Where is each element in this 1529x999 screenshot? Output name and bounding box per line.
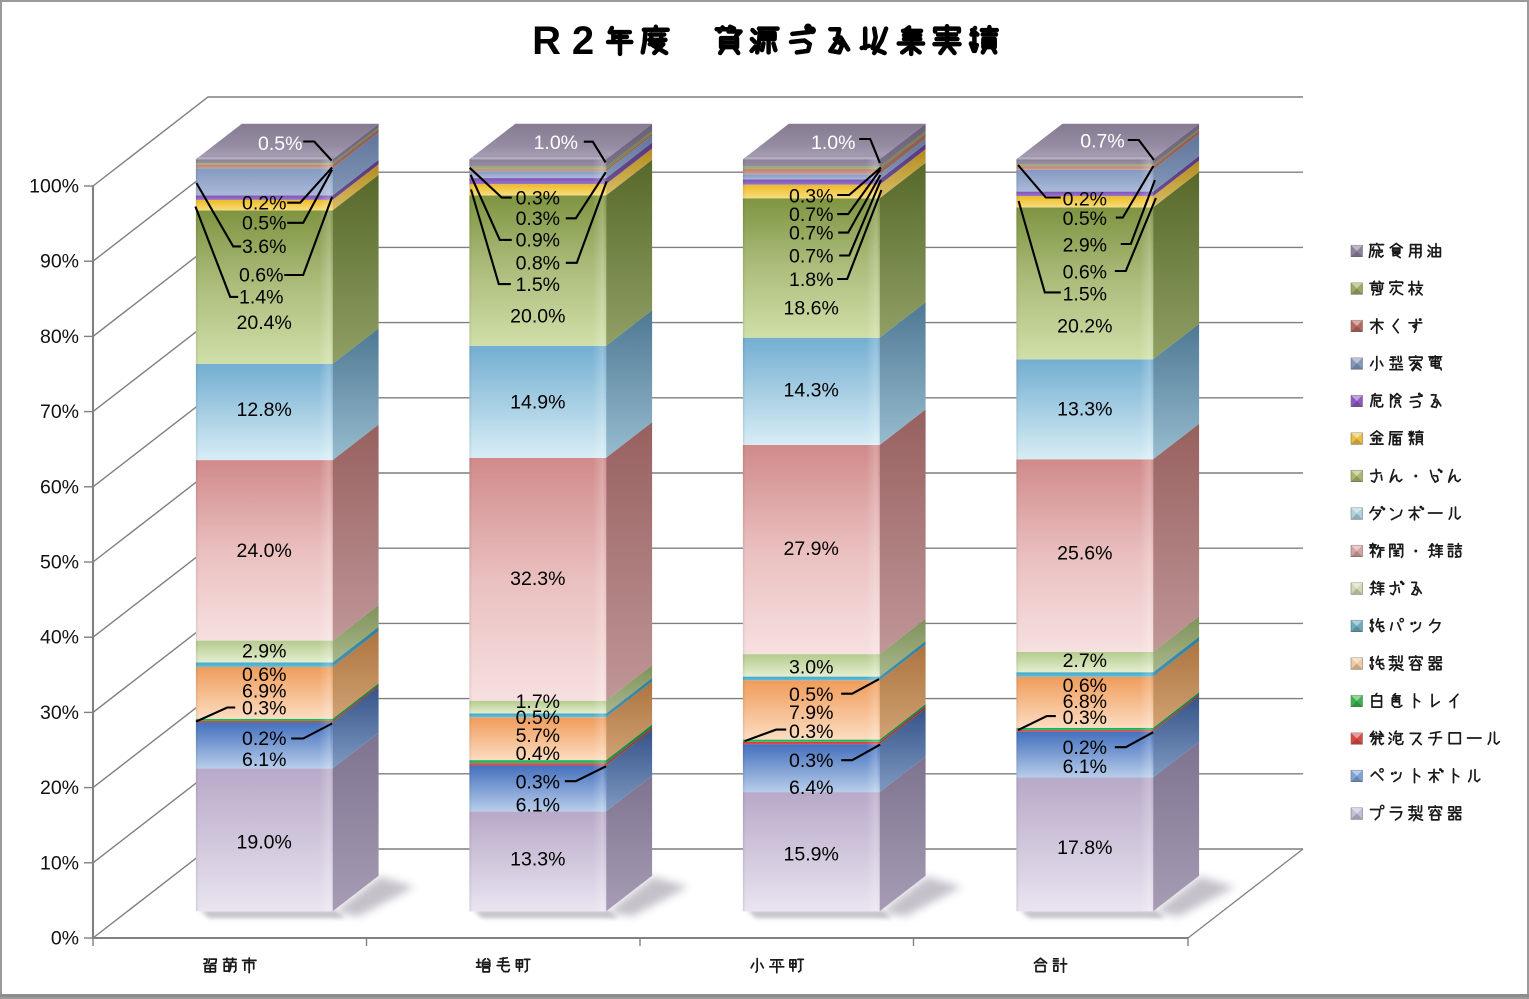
svg-text:1.7%: 1.7% [516, 691, 560, 713]
svg-text:0.3%: 0.3% [516, 208, 560, 230]
svg-text:30%: 30% [40, 702, 79, 724]
svg-text:1.0%: 1.0% [811, 132, 855, 154]
svg-text:7.9%: 7.9% [789, 702, 833, 724]
svg-text:40%: 40% [40, 627, 79, 649]
svg-text:50%: 50% [40, 552, 79, 574]
svg-text:60%: 60% [40, 476, 79, 498]
svg-text:R: R [532, 19, 561, 63]
svg-text:6.8%: 6.8% [1063, 691, 1107, 713]
svg-text:100%: 100% [29, 176, 79, 198]
svg-text:2: 2 [572, 19, 594, 63]
svg-text:0.3%: 0.3% [1063, 707, 1107, 729]
svg-text:0.7%: 0.7% [789, 222, 833, 244]
svg-text:0.6%: 0.6% [1063, 675, 1107, 697]
svg-text:6.1%: 6.1% [242, 749, 286, 771]
svg-text:18.6%: 18.6% [784, 298, 839, 320]
svg-text:20%: 20% [40, 777, 79, 799]
svg-text:70%: 70% [40, 401, 79, 423]
svg-text:1.5%: 1.5% [516, 274, 560, 296]
svg-text:0.2%: 0.2% [242, 192, 286, 214]
svg-text:0.2%: 0.2% [1063, 737, 1107, 759]
svg-text:0.5%: 0.5% [258, 133, 302, 155]
svg-text:20.2%: 20.2% [1057, 316, 1112, 338]
svg-text:0.2%: 0.2% [1063, 189, 1107, 211]
svg-text:0.5%: 0.5% [242, 213, 286, 235]
svg-text:0.6%: 0.6% [239, 265, 283, 287]
svg-text:2.9%: 2.9% [242, 641, 286, 663]
svg-text:1.8%: 1.8% [789, 269, 833, 291]
svg-text:5.7%: 5.7% [516, 725, 560, 747]
svg-text:25.6%: 25.6% [1057, 543, 1112, 565]
svg-text:0.7%: 0.7% [789, 204, 833, 226]
svg-text:6.4%: 6.4% [789, 777, 833, 799]
svg-text:20.0%: 20.0% [510, 306, 565, 328]
svg-text:0.3%: 0.3% [789, 185, 833, 207]
svg-text:1.5%: 1.5% [1063, 284, 1107, 306]
svg-text:0.7%: 0.7% [1080, 131, 1124, 153]
svg-text:0.6%: 0.6% [1063, 262, 1107, 284]
svg-text:24.0%: 24.0% [237, 540, 292, 562]
svg-text:2.7%: 2.7% [1063, 650, 1107, 672]
svg-text:19.0%: 19.0% [237, 832, 292, 854]
svg-text:90%: 90% [40, 251, 79, 273]
svg-text:80%: 80% [40, 326, 79, 348]
svg-text:0.3%: 0.3% [516, 771, 560, 793]
svg-text:3.6%: 3.6% [242, 236, 286, 258]
svg-text:0.8%: 0.8% [516, 253, 560, 275]
svg-text:6.1%: 6.1% [1063, 756, 1107, 778]
svg-text:0.5%: 0.5% [1063, 208, 1107, 230]
svg-text:0.3%: 0.3% [789, 721, 833, 743]
svg-text:0.6%: 0.6% [242, 664, 286, 686]
svg-text:0.3%: 0.3% [516, 187, 560, 209]
svg-text:14.3%: 14.3% [784, 380, 839, 402]
svg-text:0.4%: 0.4% [516, 743, 560, 765]
svg-text:6.1%: 6.1% [516, 794, 560, 816]
svg-text:0.3%: 0.3% [242, 698, 286, 720]
svg-text:10%: 10% [40, 852, 79, 874]
svg-text:0.7%: 0.7% [789, 246, 833, 268]
svg-text:14.9%: 14.9% [510, 392, 565, 414]
svg-text:2.9%: 2.9% [1063, 235, 1107, 257]
svg-text:0.5%: 0.5% [789, 684, 833, 706]
svg-text:20.4%: 20.4% [237, 312, 292, 334]
svg-text:1.0%: 1.0% [534, 132, 578, 154]
svg-text:15.9%: 15.9% [784, 844, 839, 866]
svg-text:0.2%: 0.2% [242, 728, 286, 750]
svg-text:1.4%: 1.4% [239, 287, 283, 309]
svg-text:0.9%: 0.9% [516, 230, 560, 252]
svg-text:13.3%: 13.3% [1057, 399, 1112, 421]
svg-text:0.5%: 0.5% [516, 707, 560, 729]
svg-text:6.9%: 6.9% [242, 681, 286, 703]
svg-text:0.3%: 0.3% [789, 750, 833, 772]
svg-text:32.3%: 32.3% [510, 568, 565, 590]
svg-text:0%: 0% [51, 928, 79, 950]
svg-text:13.3%: 13.3% [510, 849, 565, 871]
svg-text:3.0%: 3.0% [789, 657, 833, 679]
svg-text:17.8%: 17.8% [1057, 837, 1112, 859]
svg-text:27.9%: 27.9% [784, 538, 839, 560]
svg-text:12.8%: 12.8% [237, 399, 292, 421]
